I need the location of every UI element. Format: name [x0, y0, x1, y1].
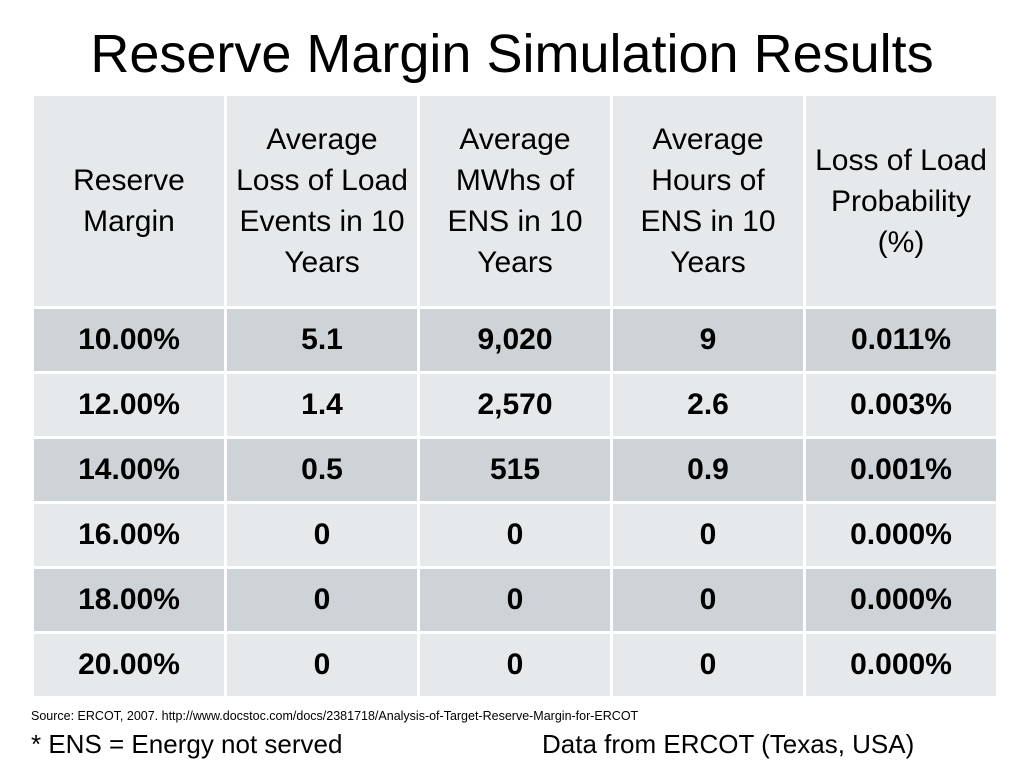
cell-avg-mwhs: 515 [417, 436, 613, 504]
header-avg-hours-ens: Average Hours of ENS in 10 Years [610, 93, 806, 309]
cell-reserve-margin: 14.00% [31, 436, 227, 504]
cell-avg-events: 5.1 [224, 306, 420, 374]
slide-title: Reserve Margin Simulation Results [90, 24, 934, 84]
cell-avg-events: 0 [224, 566, 420, 634]
cell-lolp: 0.003% [803, 371, 999, 439]
header-reserve-margin: Reserve Margin [31, 93, 227, 309]
cell-avg-events: 1.4 [224, 371, 420, 439]
table-row: 16.00% 0 0 0 0.000% [31, 501, 999, 569]
table-row: 14.00% 0.5 515 0.9 0.001% [31, 436, 999, 504]
header-avg-loss-of-load-events: Average Loss of Load Events in 10 Years [224, 93, 420, 309]
results-table: Reserve Margin Average Loss of Load Even… [31, 93, 999, 699]
table-row: 18.00% 0 0 0 0.000% [31, 566, 999, 634]
cell-avg-hours: 0 [610, 631, 806, 699]
table-header-row: Reserve Margin Average Loss of Load Even… [31, 93, 999, 309]
cell-reserve-margin: 12.00% [31, 371, 227, 439]
cell-lolp: 0.001% [803, 436, 999, 504]
cell-reserve-margin: 18.00% [31, 566, 227, 634]
cell-avg-events: 0 [224, 631, 420, 699]
cell-avg-hours: 2.6 [610, 371, 806, 439]
table-row: 20.00% 0 0 0 0.000% [31, 631, 999, 699]
source-citation: Source: ERCOT, 2007. http://www.docstoc.… [31, 709, 639, 723]
cell-avg-mwhs: 9,020 [417, 306, 613, 374]
cell-avg-hours: 9 [610, 306, 806, 374]
cell-lolp: 0.011% [803, 306, 999, 374]
table-row: 10.00% 5.1 9,020 9 0.011% [31, 306, 999, 374]
results-table-container: Reserve Margin Average Loss of Load Even… [31, 93, 999, 699]
cell-avg-hours: 0 [610, 501, 806, 569]
cell-avg-hours: 0.9 [610, 436, 806, 504]
cell-avg-mwhs: 0 [417, 566, 613, 634]
cell-reserve-margin: 10.00% [31, 306, 227, 374]
cell-avg-events: 0 [224, 501, 420, 569]
cell-avg-mwhs: 2,570 [417, 371, 613, 439]
cell-lolp: 0.000% [803, 566, 999, 634]
cell-lolp: 0.000% [803, 501, 999, 569]
ens-footnote: * ENS = Energy not served [31, 729, 343, 759]
cell-avg-hours: 0 [610, 566, 806, 634]
cell-avg-mwhs: 0 [417, 501, 613, 569]
data-origin-note: Data from ERCOT (Texas, USA) [542, 729, 915, 759]
cell-avg-mwhs: 0 [417, 631, 613, 699]
cell-reserve-margin: 16.00% [31, 501, 227, 569]
cell-reserve-margin: 20.00% [31, 631, 227, 699]
header-loss-of-load-probability: Loss of Load Probability (%) [803, 93, 999, 309]
header-avg-mwhs-ens: Average MWhs of ENS in 10 Years [417, 93, 613, 309]
cell-lolp: 0.000% [803, 631, 999, 699]
cell-avg-events: 0.5 [224, 436, 420, 504]
table-row: 12.00% 1.4 2,570 2.6 0.003% [31, 371, 999, 439]
